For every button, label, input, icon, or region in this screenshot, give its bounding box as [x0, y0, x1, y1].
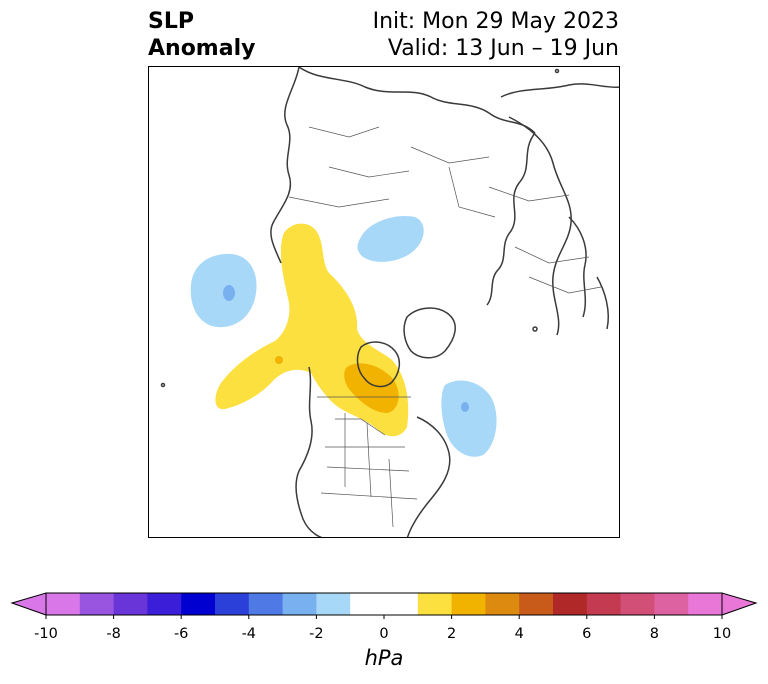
colorbar-segment [79, 593, 115, 615]
colorbar-segment [215, 593, 250, 615]
colorbar-segment [384, 593, 419, 615]
colorbar-segment [586, 593, 622, 615]
positive-anomaly-core-pacific [275, 356, 283, 364]
colorbar-tick-label: -6 [173, 626, 189, 642]
colorbar-units: hPa [364, 646, 404, 670]
colorbar-tick-label: -4 [241, 626, 257, 642]
colorbar-segment [147, 593, 182, 615]
colorbar-extend-high [721, 592, 758, 616]
colorbar-segment [181, 593, 216, 615]
colorbar-segment [417, 593, 453, 615]
title-right: Init: Mon 29 May 2023 Valid: 13 Jun – 19… [373, 8, 619, 62]
colorbar-segment [620, 593, 655, 615]
colorbar-tick-label: 6 [582, 626, 592, 642]
colorbar-segment [282, 593, 317, 615]
colorbar-segment [688, 593, 723, 615]
colorbar-segment [113, 593, 148, 615]
colorbar-segment [316, 593, 351, 615]
colorbar-tick-label: -10 [34, 626, 58, 642]
negative-anomaly-arctic [357, 215, 424, 262]
colorbar-tick-label: -2 [309, 626, 324, 642]
colorbar-tick-label: 4 [514, 626, 524, 642]
colorbar-segment [553, 593, 588, 615]
colorbar-segment [350, 593, 385, 615]
colorbar-tick-label: 10 [712, 626, 732, 642]
colorbar-segment [248, 593, 284, 615]
colorbar-tick-label: 0 [379, 626, 389, 642]
colorbar-segments [46, 593, 723, 615]
negative-anomaly-atlantic [441, 380, 497, 457]
negative-anomaly-atlantic-core [461, 402, 469, 412]
colorbar-segment [46, 593, 81, 615]
colorbar-extend-low [10, 592, 47, 616]
colorbar-tick-label: -8 [106, 626, 121, 642]
map-svg [160, 67, 619, 537]
title-left: SLP Anomaly [148, 8, 255, 62]
colorbar-tick-label: 8 [649, 626, 660, 642]
colorbar-ticks [45, 615, 723, 619]
init-date: Init: Mon 29 May 2023 [372, 9, 619, 34]
coastlines [160, 67, 619, 537]
borders [288, 126, 602, 528]
colorbar [10, 592, 758, 619]
colorbar-segment [519, 593, 554, 615]
colorbar-tick-label: 2 [446, 626, 457, 642]
title-variable-2: Anomaly [148, 36, 256, 61]
title-variable: SLP [148, 9, 194, 34]
anomaly-fills [190, 215, 497, 457]
colorbar-segment [485, 593, 520, 615]
negative-anomaly-pacific-core [223, 285, 235, 301]
positive-anomaly-core-hudson [344, 363, 399, 413]
map-panel [148, 66, 620, 538]
colorbar-segment [654, 593, 689, 615]
colorbar-segment [451, 593, 486, 615]
valid-range: Valid: 13 Jun – 19 Jun [387, 36, 619, 61]
